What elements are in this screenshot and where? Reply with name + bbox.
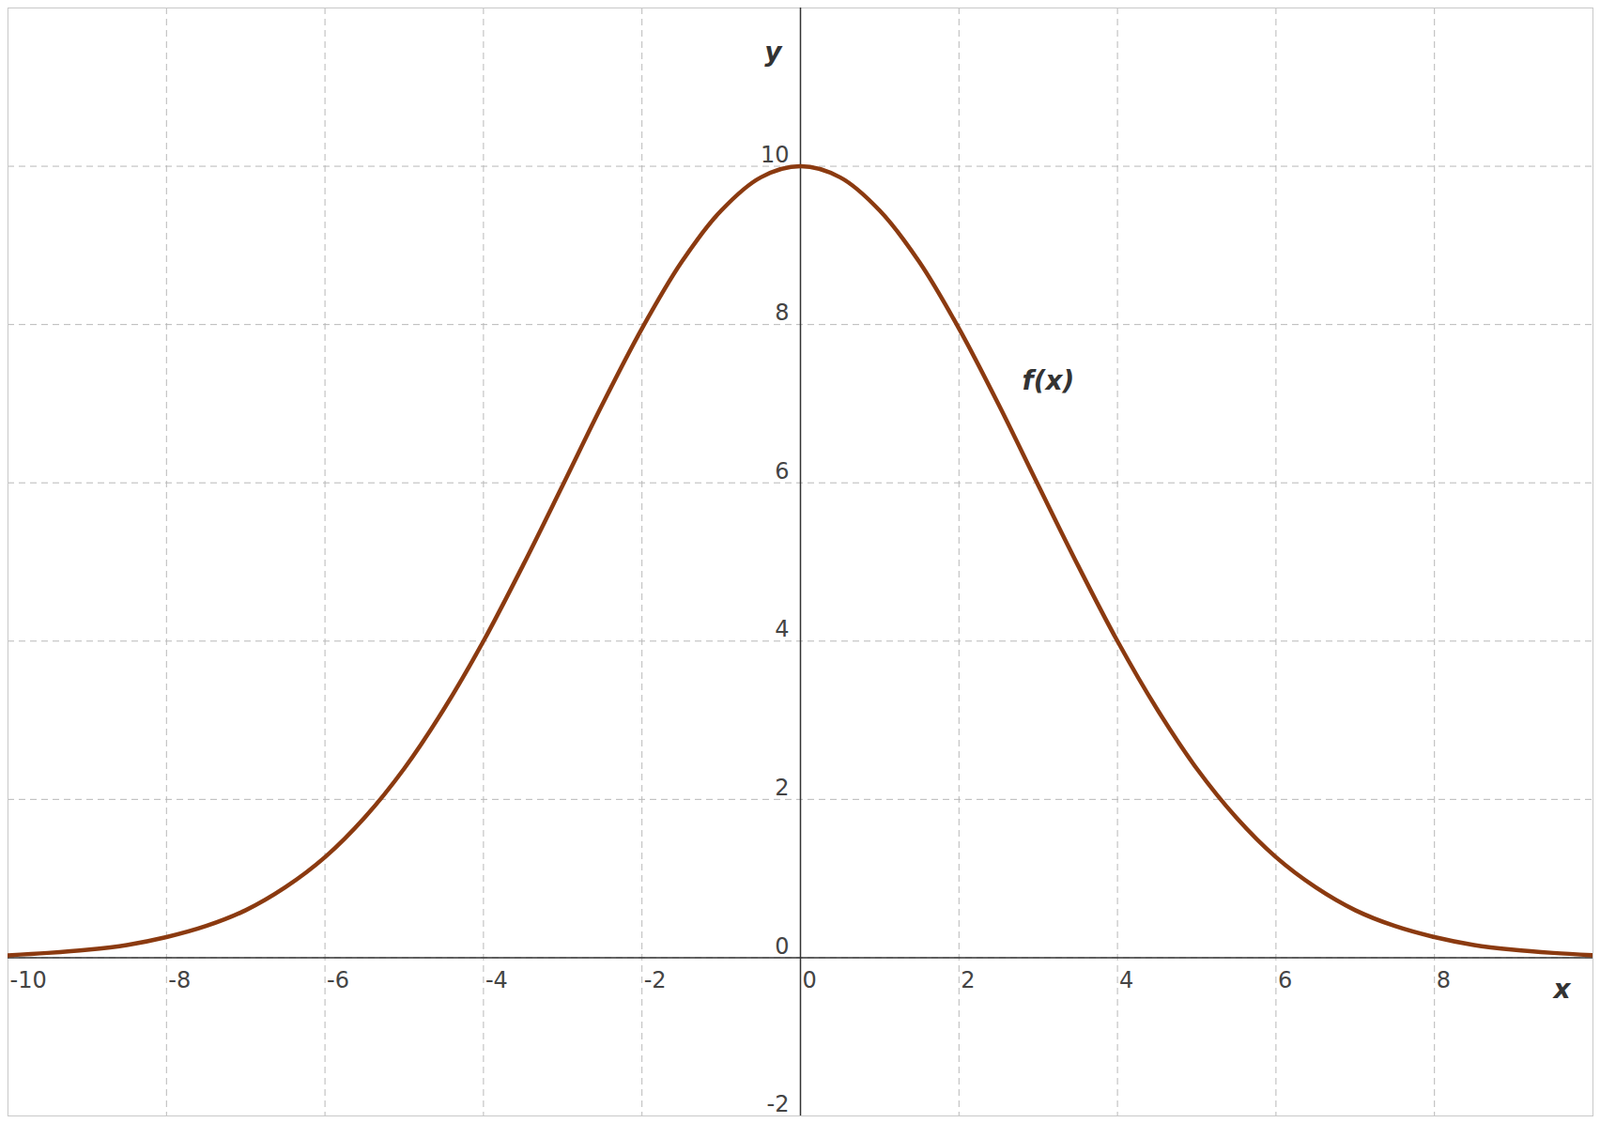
svg-text:-6: -6	[326, 967, 350, 994]
svg-text:0: 0	[774, 933, 789, 960]
svg-text:8: 8	[1436, 967, 1451, 994]
svg-text:-10: -10	[10, 967, 47, 994]
svg-text:x: x	[1551, 973, 1571, 1005]
svg-text:-4: -4	[485, 967, 508, 994]
svg-text:10: 10	[760, 141, 790, 169]
svg-text:-8: -8	[168, 967, 191, 994]
svg-text:8: 8	[774, 299, 789, 326]
svg-text:6: 6	[1277, 967, 1293, 994]
svg-text:-2: -2	[644, 967, 667, 994]
svg-text:6: 6	[774, 458, 789, 485]
svg-text:-2: -2	[767, 1091, 790, 1118]
svg-text:2: 2	[960, 967, 975, 994]
svg-text:2: 2	[774, 774, 789, 801]
svg-text:4: 4	[774, 615, 789, 643]
svg-text:f(x): f(x)	[1022, 365, 1076, 397]
svg-text:4: 4	[1119, 967, 1134, 994]
svg-text:0: 0	[802, 967, 817, 994]
svg-text:y: y	[764, 36, 784, 68]
